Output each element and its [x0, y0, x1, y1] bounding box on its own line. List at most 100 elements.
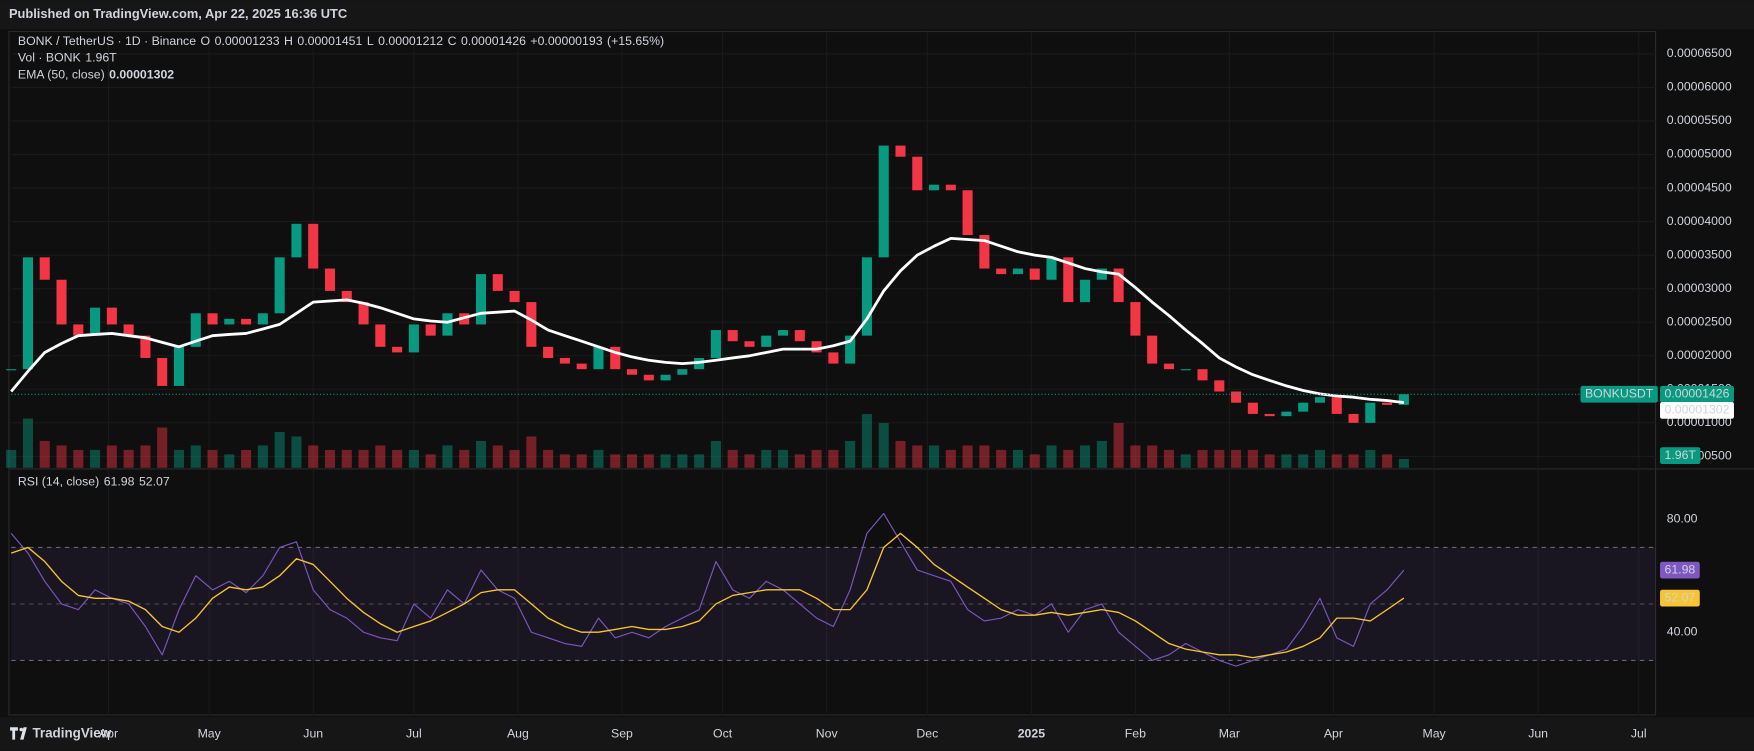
volume-bar	[861, 414, 872, 468]
ema-tag: 0.00001302	[1665, 403, 1730, 417]
volume-bar	[90, 449, 101, 468]
candle	[73, 324, 84, 336]
volume-bar	[291, 436, 302, 468]
volume-bar	[1365, 449, 1376, 468]
published-note: Published on TradingView.com, Apr 22, 20…	[9, 6, 347, 21]
candle	[22, 257, 33, 370]
volume-bar	[492, 445, 503, 468]
rsi-ma-tag-bg	[1660, 589, 1700, 607]
volume-bar	[996, 449, 1007, 468]
volume-bar	[408, 449, 419, 468]
x-tick-label: Dec	[916, 726, 938, 740]
volume-bar	[660, 454, 671, 468]
y-tick-label: 0.00006500	[1667, 46, 1732, 60]
candle	[878, 145, 889, 258]
candle	[509, 290, 520, 303]
candle	[643, 374, 654, 381]
candle	[660, 374, 671, 381]
volume-bar	[123, 449, 134, 468]
rsi-line	[10, 512, 1405, 667]
volume-bar	[241, 449, 252, 468]
candle	[492, 274, 503, 291]
volume-bar	[140, 445, 151, 468]
x-tick-label: Jun	[1528, 726, 1548, 740]
candle	[308, 223, 319, 269]
volume-bar	[878, 423, 889, 468]
candle	[761, 335, 772, 347]
volume-bar	[1063, 449, 1074, 468]
candle	[425, 324, 436, 336]
volume-bar	[845, 440, 856, 468]
y-tick-label: 0.00002500	[1667, 314, 1732, 328]
candle	[1180, 369, 1191, 371]
volume-bar	[392, 449, 403, 468]
candle	[744, 341, 755, 347]
candle	[1281, 411, 1292, 417]
candle	[1247, 402, 1258, 414]
candle	[1130, 302, 1141, 336]
ohlc-label: L	[367, 34, 374, 48]
candle	[375, 324, 386, 347]
candle	[140, 335, 151, 358]
candle	[945, 184, 956, 191]
candle	[1063, 257, 1074, 303]
chart-frame	[8, 30, 1657, 716]
rsi-ma-value: 52.07	[139, 475, 170, 489]
ema-value: 0.00001302	[109, 67, 174, 81]
volume-bar	[475, 440, 487, 468]
rsi-ma-tag: 52.07	[1665, 590, 1696, 604]
rsi-tag-bg	[1660, 561, 1700, 579]
volume-bar	[173, 449, 185, 468]
candle	[106, 307, 117, 325]
volume-bar	[761, 449, 772, 468]
candle	[274, 257, 285, 314]
candle	[576, 363, 587, 370]
ema-legend: EMA (50, close)	[18, 67, 105, 81]
volume-bar	[6, 449, 17, 468]
candle	[291, 223, 302, 258]
ohlc-label: H	[284, 34, 293, 48]
x-tick-label: Apr	[99, 726, 118, 740]
volume-bar	[375, 445, 386, 468]
x-tick-label: May	[198, 726, 222, 740]
volume-bar	[1012, 449, 1023, 468]
y-tick-label: 0.00004000	[1667, 214, 1732, 228]
volume-bar	[341, 449, 352, 468]
x-tick-label: 2025	[1018, 726, 1046, 740]
volume-bar	[559, 454, 570, 468]
candle	[794, 330, 805, 342]
volume-bar	[224, 454, 235, 468]
volume-bar	[778, 449, 789, 468]
volume-bar	[979, 445, 990, 468]
symbol: BONK / TetherUS · 1D · Binance	[18, 34, 196, 48]
candle	[895, 145, 906, 157]
ema-tag-bg	[1660, 402, 1734, 419]
candle	[1214, 380, 1225, 392]
volume-bar	[1130, 445, 1141, 468]
candle	[1113, 268, 1124, 303]
volume-bar	[207, 449, 218, 468]
y-tick-label: 0.00003000	[1667, 281, 1732, 295]
ohlc-label: C	[448, 34, 457, 48]
volume-bar	[1382, 454, 1393, 468]
volume-bar	[828, 449, 839, 468]
volume-bar	[106, 445, 117, 468]
candle	[1163, 363, 1174, 370]
y-tick-label: 0.00004500	[1667, 180, 1732, 194]
candle	[157, 357, 168, 386]
candle	[1314, 397, 1326, 403]
rsi-tick-label: 80.00	[1667, 511, 1698, 525]
x-tick-label: Mar	[1219, 726, 1240, 740]
candle	[475, 274, 487, 325]
volume-bar	[73, 449, 84, 468]
volume-bar	[895, 440, 906, 468]
volume-bar	[1180, 454, 1191, 468]
symbol-tag-bg	[1580, 385, 1658, 403]
x-tick-label: Oct	[713, 726, 733, 740]
top-bar	[0, 0, 1754, 30]
volume-bar	[626, 454, 638, 468]
volume-bar	[677, 454, 688, 468]
candle	[207, 313, 218, 325]
x-tick-label: Jun	[303, 726, 323, 740]
volume-bar	[811, 449, 822, 468]
